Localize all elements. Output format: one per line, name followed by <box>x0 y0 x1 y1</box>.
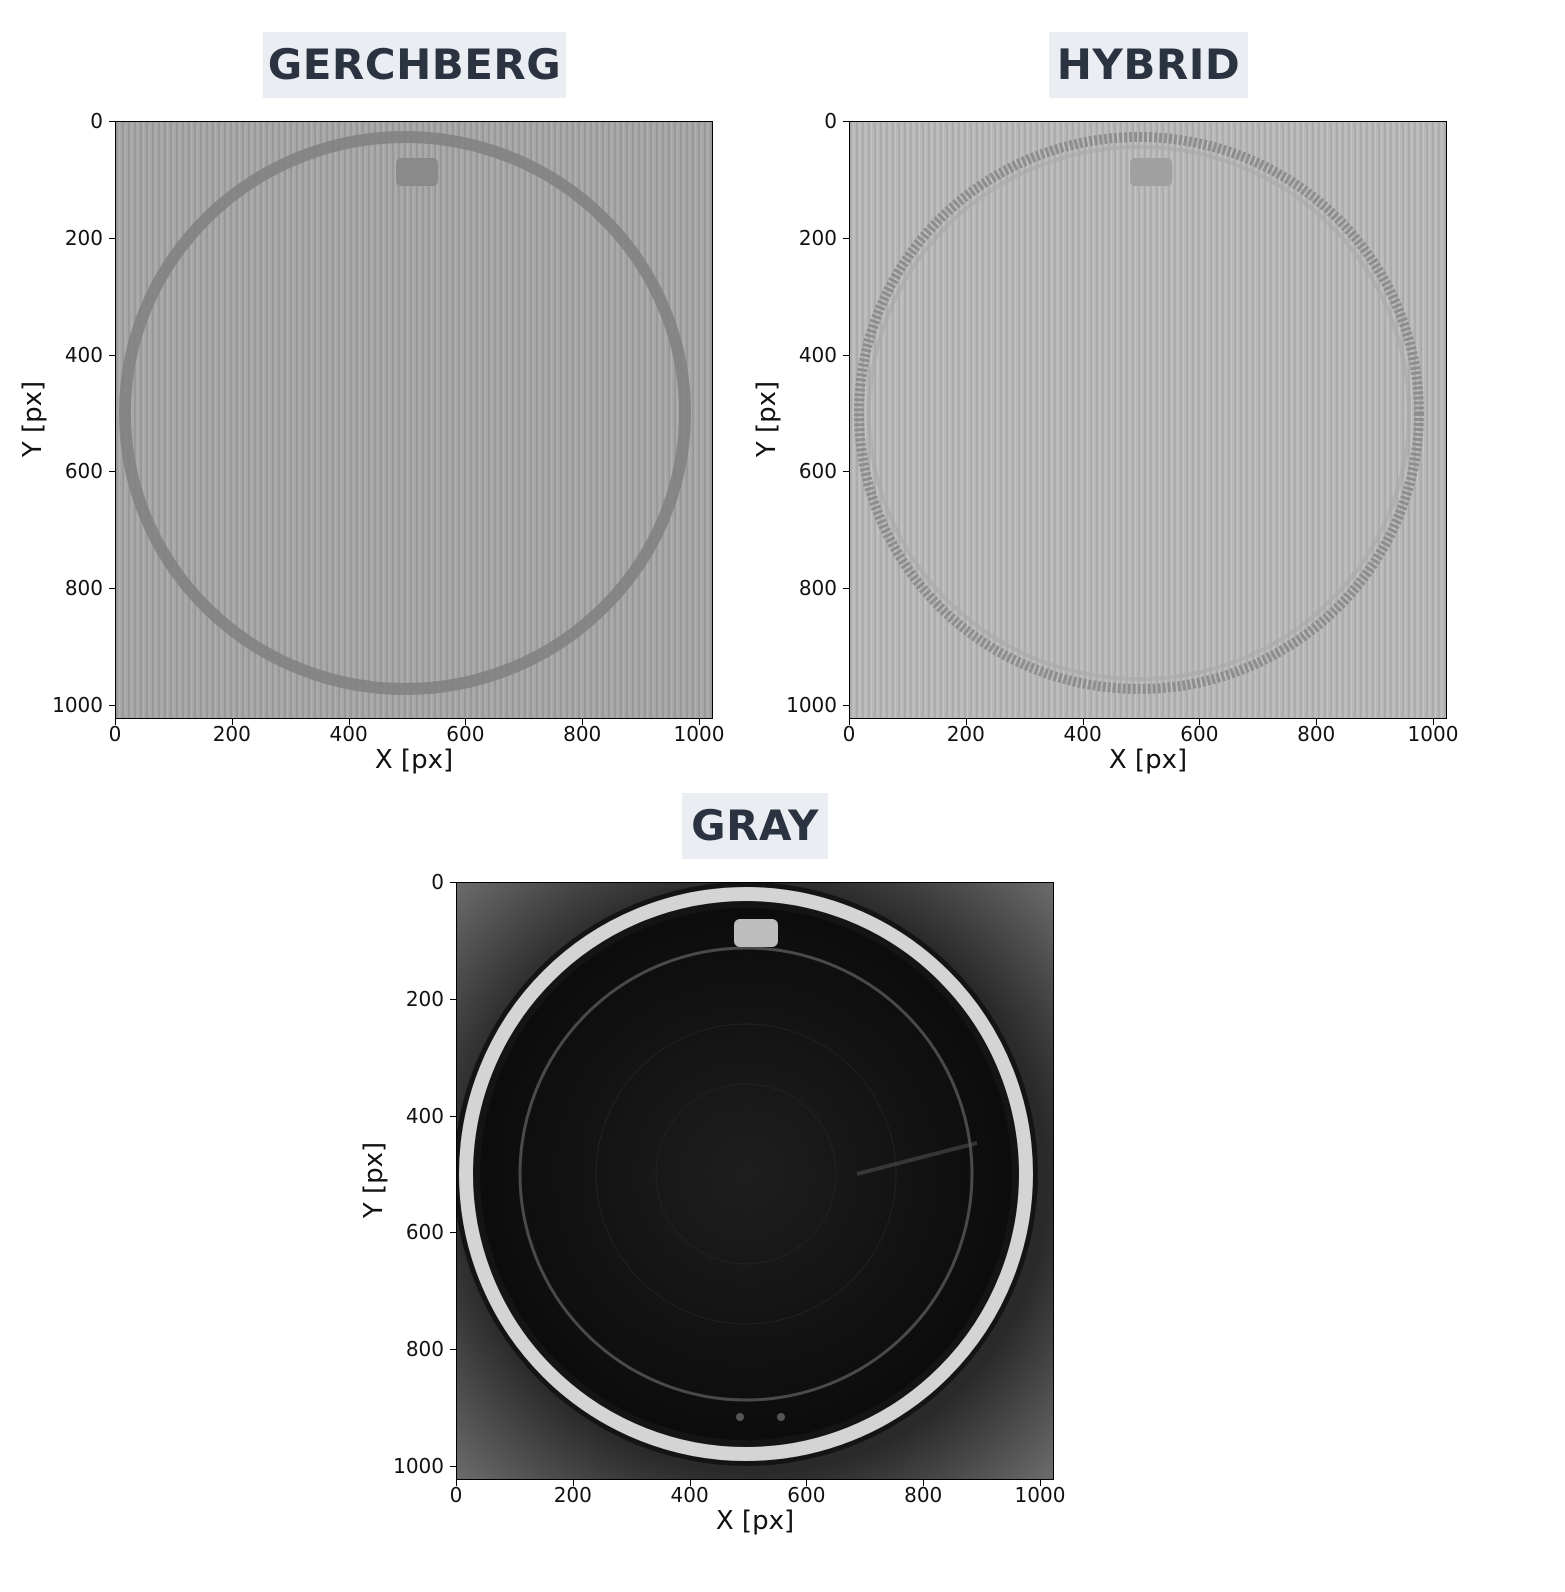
x-axis-label: X [px] <box>715 1506 795 1536</box>
y-tick-label: 1000 <box>52 692 103 717</box>
image-plot <box>849 121 1447 719</box>
x-axis-label: X [px] <box>374 745 454 775</box>
x-axis-label: X [px] <box>1108 745 1188 775</box>
x-tick-label: 400 <box>1063 722 1102 746</box>
x-tick-label: 1000 <box>1014 1483 1066 1507</box>
x-tick-label: 0 <box>108 722 122 746</box>
y-tick-mark <box>109 588 115 590</box>
y-tick-label: 200 <box>405 986 444 1011</box>
x-tick-label: 400 <box>670 1483 709 1507</box>
y-tick-mark <box>109 704 115 706</box>
y-tick-label: 400 <box>798 342 837 367</box>
x-tick-label: 200 <box>553 1483 592 1507</box>
y-tick-mark <box>843 237 849 239</box>
x-tick-mark <box>348 719 350 725</box>
y-tick-label: 400 <box>405 1103 444 1128</box>
y-tick-label: 600 <box>64 459 103 484</box>
y-tick-label: 600 <box>798 459 837 484</box>
image-plot <box>456 882 1054 1480</box>
y-tick-mark <box>450 1115 456 1117</box>
y-tick-label: 800 <box>405 1337 444 1362</box>
x-tick-mark <box>115 719 116 725</box>
x-tick-mark <box>965 719 967 725</box>
x-tick-label: 600 <box>787 1483 826 1507</box>
y-tick-label: 200 <box>64 225 103 250</box>
y-axis-label: Y [px] <box>752 380 782 458</box>
x-tick-mark <box>806 1480 808 1486</box>
y-tick-label: 1000 <box>393 1453 444 1478</box>
x-tick-mark <box>582 719 584 725</box>
y-tick-label: 400 <box>64 342 103 367</box>
y-tick-label: 200 <box>798 225 837 250</box>
x-tick-label: 800 <box>563 722 602 746</box>
x-tick-mark <box>572 1480 574 1486</box>
x-tick-label: 800 <box>904 1483 943 1507</box>
y-tick-mark <box>450 1232 456 1234</box>
x-tick-mark <box>231 719 233 725</box>
y-tick-label: 0 <box>824 109 837 133</box>
panel-title: GRAY <box>682 793 828 859</box>
y-axis-label: Y [px] <box>18 380 48 458</box>
x-tick-mark <box>923 1480 925 1486</box>
y-tick-label: 0 <box>431 870 444 894</box>
x-tick-mark <box>456 1480 457 1486</box>
x-tick-label: 400 <box>329 722 368 746</box>
y-axis-label: Y [px] <box>359 1141 389 1219</box>
y-tick-label: 800 <box>64 576 103 601</box>
x-tick-label: 200 <box>212 722 251 746</box>
x-tick-label: 0 <box>842 722 856 746</box>
x-tick-mark <box>465 719 467 725</box>
y-tick-mark <box>843 704 849 706</box>
y-tick-mark <box>109 471 115 473</box>
x-tick-label: 800 <box>1297 722 1336 746</box>
y-tick-label: 0 <box>90 109 103 133</box>
y-tick-label: 800 <box>798 576 837 601</box>
x-tick-label: 1000 <box>1407 722 1459 746</box>
x-tick-mark <box>1316 719 1318 725</box>
y-tick-mark <box>843 471 849 473</box>
y-tick-label: 1000 <box>786 692 837 717</box>
x-tick-mark <box>698 719 700 725</box>
x-tick-label: 600 <box>446 722 485 746</box>
y-tick-mark <box>843 354 849 356</box>
x-tick-mark <box>1039 1480 1041 1486</box>
y-tick-mark <box>450 882 456 883</box>
y-tick-mark <box>109 354 115 356</box>
x-tick-label: 1000 <box>673 722 725 746</box>
x-tick-mark <box>689 1480 691 1486</box>
y-tick-mark <box>843 588 849 590</box>
y-tick-label: 600 <box>405 1220 444 1245</box>
x-tick-mark <box>1082 719 1084 725</box>
x-tick-mark <box>1199 719 1201 725</box>
panel-title: GERCHBERG <box>263 32 566 98</box>
y-tick-mark <box>109 237 115 239</box>
x-tick-label: 600 <box>1180 722 1219 746</box>
x-tick-label: 0 <box>449 1483 463 1507</box>
y-tick-mark <box>450 998 456 1000</box>
x-tick-mark <box>849 719 850 725</box>
y-tick-mark <box>109 121 115 122</box>
x-tick-mark <box>1432 719 1434 725</box>
y-tick-mark <box>843 121 849 122</box>
panel-title: HYBRID <box>1049 32 1248 98</box>
image-plot <box>115 121 713 719</box>
y-tick-mark <box>450 1465 456 1467</box>
x-tick-label: 200 <box>946 722 985 746</box>
y-tick-mark <box>450 1349 456 1351</box>
